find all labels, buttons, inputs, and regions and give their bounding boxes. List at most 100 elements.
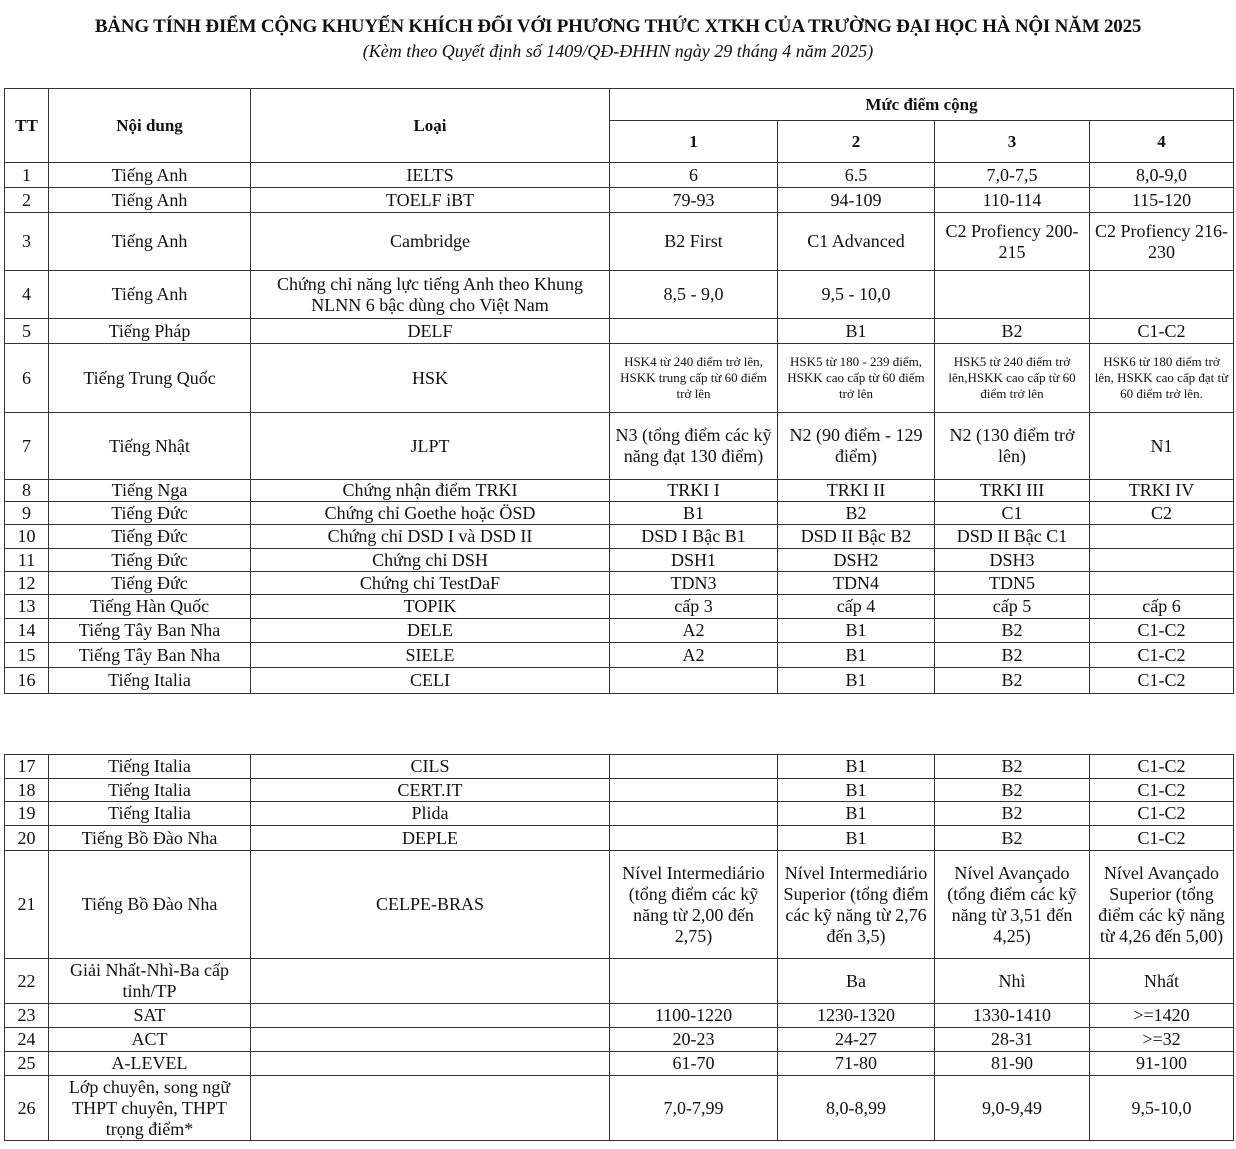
cell-noi-dung: Tiếng Pháp xyxy=(48,318,251,344)
cell-noi-dung: Tiếng Nhật xyxy=(48,412,251,480)
cell-level-2: 24-27 xyxy=(777,1027,935,1052)
cell-level-2: TDN4 xyxy=(777,571,935,595)
table-row: 3 Tiếng Anh Cambridge B2 First C1 Advanced C2… xyxy=(4,212,1234,271)
cell-level-2: B1 xyxy=(777,618,935,643)
cell-loai: CERT.IT xyxy=(250,778,610,802)
cell-level-4: Nhất xyxy=(1089,958,1234,1004)
cell-level-4: C1-C2 xyxy=(1089,754,1234,779)
cell-level-2: DSH2 xyxy=(777,548,935,572)
cell-loai xyxy=(250,958,610,1004)
cell-level-4: 91-100 xyxy=(1089,1051,1234,1076)
table-row: 26 Lớp chuyên, song ngữ THPT chuyên, THPT… xyxy=(4,1075,1234,1141)
cell-tt: 26 xyxy=(4,1075,49,1141)
cell-level-4: C1-C2 xyxy=(1089,642,1234,668)
table-row: 23 SAT 1100-1220 1230-1320 1330-1410 >=1420 xyxy=(4,1003,1234,1028)
table-row: 25 A-LEVEL 61-70 71-80 81-90 91-100 xyxy=(4,1051,1234,1076)
cell-level-2: N2 (90 điểm - 129 điểm) xyxy=(777,412,935,480)
table-row: 13 Tiếng Hàn Quốc TOPIK cấp 3 cấp 4 cấp 5 cấp … xyxy=(4,594,1234,619)
cell-noi-dung: Giải Nhất-Nhì-Ba cấp tỉnh/TP xyxy=(48,958,251,1004)
cell-noi-dung: Tiếng Italia xyxy=(48,667,251,694)
table-row: 20 Tiếng Bồ Đào Nha DEPLE B1 B2 C1-C2 xyxy=(4,825,1234,851)
cell-level-4: C1-C2 xyxy=(1089,801,1234,826)
cell-level-1: B2 First xyxy=(609,212,778,271)
cell-noi-dung: Tiếng Hàn Quốc xyxy=(48,594,251,619)
cell-level-1: Nível Intermediário (tổng điểm các kỹ nă… xyxy=(609,850,778,959)
cell-level-3: B2 xyxy=(934,318,1090,344)
cell-noi-dung: Tiếng Đức xyxy=(48,524,251,549)
cell-level-1: TRKI I xyxy=(609,479,778,502)
cell-loai: Plida xyxy=(250,801,610,826)
cell-level-2: Ba xyxy=(777,958,935,1004)
cell-level-2: 6.5 xyxy=(777,162,935,188)
cell-level-3: Nhì xyxy=(934,958,1090,1004)
cell-level-3: 1330-1410 xyxy=(934,1003,1090,1028)
cell-level-1 xyxy=(609,754,778,779)
header-level-4: 4 xyxy=(1089,120,1234,163)
header-level-1: 1 xyxy=(609,120,778,163)
table-row: 8 Tiếng Nga Chứng nhận điểm TRKI TRKI I TRKI… xyxy=(4,479,1234,502)
cell-level-2: cấp 4 xyxy=(777,594,935,619)
bonus-points-table-part-2: 17 Tiếng Italia CILS B1 B2 C1-C2 18 Tiếng Itali… xyxy=(4,754,1234,1141)
cell-level-2: DSD II Bậc B2 xyxy=(777,524,935,549)
cell-level-3: TDN5 xyxy=(934,571,1090,595)
cell-tt: 6 xyxy=(4,343,49,413)
cell-loai xyxy=(250,1051,610,1076)
cell-noi-dung: Tiếng Đức xyxy=(48,571,251,595)
cell-level-2: 8,0-8,99 xyxy=(777,1075,935,1141)
cell-level-3: Nível Avançado (tổng điểm các kỹ năng từ… xyxy=(934,850,1090,959)
cell-noi-dung: Tiếng Trung Quốc xyxy=(48,343,251,413)
header-muc-diem-cong: Mức điểm cộng xyxy=(609,88,1234,121)
cell-loai: DEPLE xyxy=(250,825,610,851)
cell-level-1: DSD I Bậc B1 xyxy=(609,524,778,549)
table-row: 17 Tiếng Italia CILS B1 B2 C1-C2 xyxy=(4,754,1234,779)
table-row: 18 Tiếng Italia CERT.IT B1 B2 C1-C2 xyxy=(4,778,1234,802)
cell-noi-dung: Tiếng Anh xyxy=(48,270,251,319)
cell-level-3: B2 xyxy=(934,642,1090,668)
cell-tt: 14 xyxy=(4,618,49,643)
cell-level-4: C1-C2 xyxy=(1089,825,1234,851)
cell-noi-dung: Lớp chuyên, song ngữ THPT chuyên, THPT t… xyxy=(48,1075,251,1141)
cell-level-3: 7,0-7,5 xyxy=(934,162,1090,188)
cell-loai: IELTS xyxy=(250,162,610,188)
cell-level-2: 71-80 xyxy=(777,1051,935,1076)
table-row: 1 Tiếng Anh IELTS 6 6.5 7,0-7,5 8,0-9,0 xyxy=(4,162,1234,188)
cell-tt: 21 xyxy=(4,850,49,959)
cell-level-1: cấp 3 xyxy=(609,594,778,619)
cell-level-3: C1 xyxy=(934,501,1090,525)
cell-level-4: N1 xyxy=(1089,412,1234,480)
cell-tt: 13 xyxy=(4,594,49,619)
cell-level-1: N3 (tổng điểm các kỹ năng đạt 130 điểm) xyxy=(609,412,778,480)
cell-level-1: B1 xyxy=(609,501,778,525)
cell-loai: TOELF iBT xyxy=(250,187,610,213)
cell-tt: 19 xyxy=(4,801,49,826)
cell-loai: Chứng nhận điểm TRKI xyxy=(250,479,610,502)
cell-level-3: cấp 5 xyxy=(934,594,1090,619)
cell-tt: 18 xyxy=(4,778,49,802)
cell-noi-dung: Tiếng Nga xyxy=(48,479,251,502)
cell-tt: 23 xyxy=(4,1003,49,1028)
cell-level-1 xyxy=(609,318,778,344)
cell-loai: Chứng chỉ DSD I và DSD II xyxy=(250,524,610,549)
cell-level-3: 9,0-9,49 xyxy=(934,1075,1090,1141)
cell-tt: 1 xyxy=(4,162,49,188)
table-row: 4 Tiếng Anh Chứng chỉ năng lực tiếng Anh t… xyxy=(4,270,1234,319)
cell-level-2: B1 xyxy=(777,754,935,779)
table-row: 24 ACT 20-23 24-27 28-31 >=32 xyxy=(4,1027,1234,1052)
cell-level-2: B1 xyxy=(777,318,935,344)
cell-tt: 12 xyxy=(4,571,49,595)
table-row: 19 Tiếng Italia Plida B1 B2 C1-C2 xyxy=(4,801,1234,826)
cell-level-3: 81-90 xyxy=(934,1051,1090,1076)
cell-level-1 xyxy=(609,667,778,694)
cell-loai: DELF xyxy=(250,318,610,344)
cell-noi-dung: Tiếng Bồ Đào Nha xyxy=(48,850,251,959)
cell-level-1: 7,0-7,99 xyxy=(609,1075,778,1141)
cell-level-2: HSK5 từ 180 - 239 điểm, HSKK cao cấp từ … xyxy=(777,343,935,413)
cell-level-1: 61-70 xyxy=(609,1051,778,1076)
cell-level-3: HSK5 từ 240 điểm trở lên,HSKK cao cấp từ… xyxy=(934,343,1090,413)
cell-loai: TOPIK xyxy=(250,594,610,619)
cell-level-3: 28-31 xyxy=(934,1027,1090,1052)
cell-level-4: HSK6 từ 180 điểm trở lên, HSKK cao cấp đ… xyxy=(1089,343,1234,413)
cell-loai xyxy=(250,1075,610,1141)
cell-level-2: C1 Advanced xyxy=(777,212,935,271)
cell-level-4: C2 Profiency 216-230 xyxy=(1089,212,1234,271)
